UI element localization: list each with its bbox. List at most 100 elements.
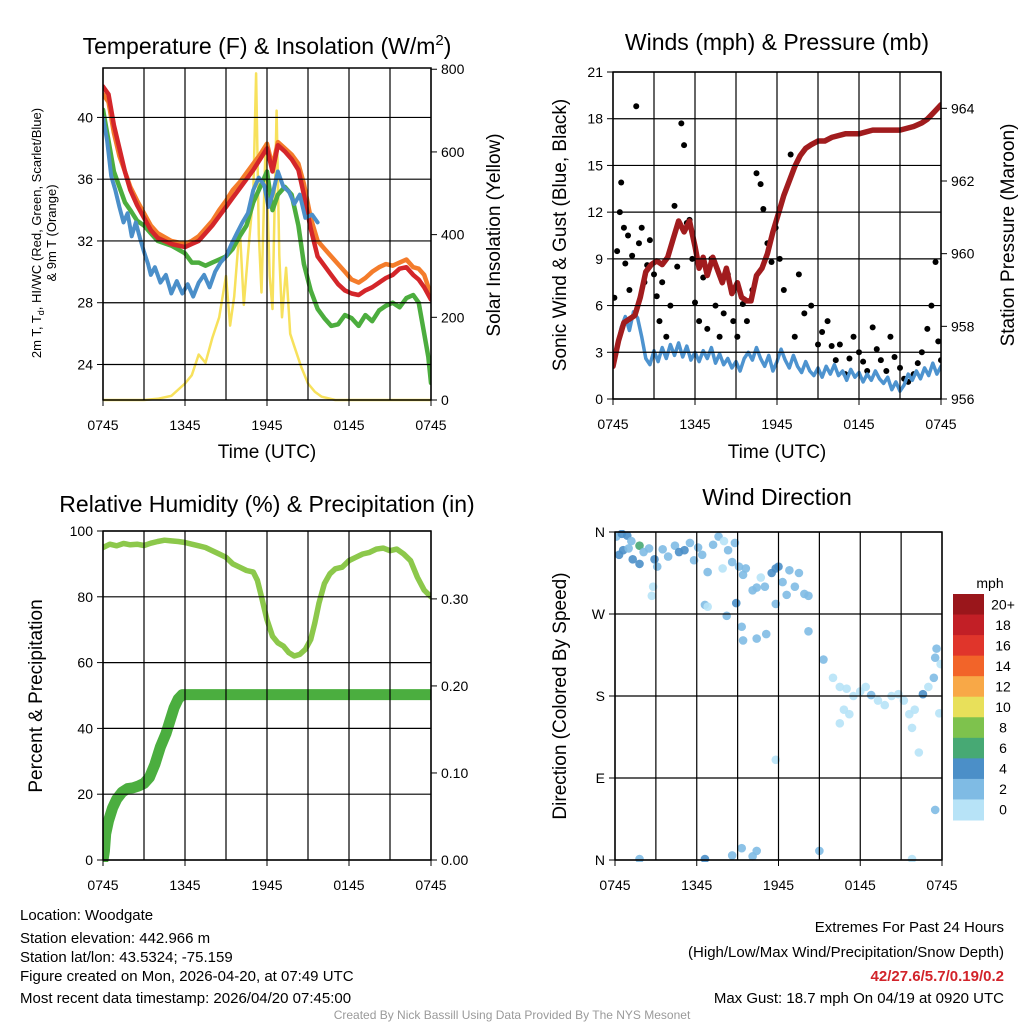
direction-y-tick-label: E <box>596 770 605 786</box>
wind-direction-point <box>752 846 761 856</box>
wind-gust-point <box>633 103 640 110</box>
credit-line: Created By Nick Bassill Using Data Provi… <box>334 1008 691 1022</box>
wind-gust-point <box>716 333 723 340</box>
wind-gust-point <box>832 357 839 364</box>
wind-gust-point <box>869 324 876 331</box>
wind-direction-point <box>680 545 689 555</box>
wind-direction-point <box>718 564 727 573</box>
wind-gust-point <box>696 318 703 325</box>
wind-direction-point <box>727 557 737 567</box>
winds-data <box>613 101 941 393</box>
winds-y-tick-label: 12 <box>587 204 603 220</box>
temperature-chart-title: Temperature (F) & Insolation (W/m2) <box>83 32 452 59</box>
humidity-y2-tick-label: 0.00 <box>441 852 468 868</box>
wind-gust-point <box>860 358 867 365</box>
wind-gust-point <box>787 151 794 158</box>
temperature-y2-tick-label: 600 <box>441 144 465 160</box>
humidity-y2-tick-label: 0.30 <box>441 591 468 607</box>
direction-y-axis-label: Direction (Colored By Speed) <box>550 572 571 819</box>
humidity-x-tick-label: 0745 <box>87 877 118 893</box>
wind-direction-point <box>624 544 633 553</box>
wind-direction-point <box>627 536 636 546</box>
temperature-y2-tick-label: 0 <box>441 392 449 408</box>
colorbar-swatch <box>953 778 984 800</box>
colorbar-label: 0 <box>999 802 1007 818</box>
wind-gust-point <box>620 224 627 231</box>
wind-direction-point <box>804 591 813 601</box>
wind-direction-point <box>778 577 787 587</box>
winds-y-tick-label: 18 <box>587 111 603 127</box>
wind-gust-point <box>757 181 764 188</box>
wind-gust-point <box>877 357 884 364</box>
temperature-y-tick-label: 36 <box>77 171 93 187</box>
wind-direction-point <box>663 552 673 561</box>
winds-y-tick-label: 3 <box>595 344 603 360</box>
colorbar-label: 12 <box>995 678 1011 694</box>
colorbar-swatch <box>953 717 984 739</box>
wind-gust-point <box>653 293 660 300</box>
wind-direction-point <box>722 611 732 621</box>
recent-data-timestamp: Most recent data timestamp: 2026/04/20 0… <box>20 990 351 1007</box>
wind-gust-point <box>850 333 857 340</box>
wind-direction-point <box>708 540 718 550</box>
humidity-y-tick-label: 40 <box>77 720 93 736</box>
winds-y-tick-label: 6 <box>595 298 603 314</box>
wind-gust-point <box>704 325 711 332</box>
wind-gust-point <box>734 333 741 340</box>
colorbar-title: mph <box>976 575 1003 591</box>
temperature-x-axis-label: Time (UTC) <box>218 442 317 463</box>
wind-direction-point <box>835 719 845 728</box>
extremes-values: 42/27.6/5.7/0.19/0.2 <box>871 968 1004 985</box>
wind-gust-point <box>720 310 727 317</box>
winds-y2-axis-label: Station Pressure (Maroon) <box>998 124 1019 347</box>
direction-y-tick-label: W <box>592 606 606 622</box>
station-latlon: Station lat/lon: 43.5324; -75.159 <box>20 949 233 966</box>
colorbar-swatch <box>953 614 984 636</box>
wind-gust-point <box>760 206 767 213</box>
wind-direction-point <box>930 805 940 815</box>
winds-y-axis-label: Sonic Wind & Gust (Blue, Black) <box>550 99 571 371</box>
wind-gust-point <box>622 260 629 267</box>
humidity-x-tick-label: 1945 <box>251 877 282 893</box>
winds-y2-tick-label: 958 <box>951 318 975 334</box>
wind-gust-point <box>678 120 685 127</box>
wind-direction-point <box>924 682 933 692</box>
wind-gust-point <box>635 240 642 247</box>
wind-gust-point <box>883 367 890 374</box>
winds-chart-title: Winds (mph) & Pressure (mb) <box>625 29 929 55</box>
winds-x-axis-label: Time (UTC) <box>728 442 827 463</box>
station-elevation: Station elevation: 442.966 m <box>20 930 210 947</box>
wind-direction-point <box>693 543 703 552</box>
wind-gust-point <box>780 287 787 293</box>
wind-gust-point <box>638 224 645 231</box>
wind-direction-point <box>918 689 928 699</box>
temperature-y-tick-label: 28 <box>77 295 93 311</box>
winds-x-tick-label: 1945 <box>761 416 792 432</box>
wind-direction-point <box>761 629 771 639</box>
wind-direction-point <box>845 709 854 719</box>
direction-y-tick-label: S <box>596 688 605 704</box>
wind-direction-point <box>929 673 939 683</box>
humidity-y-tick-label: 80 <box>77 589 93 605</box>
wind-gust-point <box>613 294 618 301</box>
wind-direction-point <box>782 590 791 600</box>
wind-direction-point <box>697 550 707 560</box>
humidity-y-tick-label: 60 <box>77 655 93 671</box>
wind-gust-point <box>646 237 653 244</box>
temperature-x-tick-label: 0145 <box>333 417 364 433</box>
wind-direction-point <box>644 544 654 553</box>
wind-direction-point <box>934 709 942 718</box>
wind-gust-point <box>768 258 775 265</box>
winds-x-tick-label: 0745 <box>925 416 956 432</box>
wind-gust-point <box>819 329 826 336</box>
2m-t-line <box>103 84 431 302</box>
temperature-y-tick-label: 32 <box>77 233 93 249</box>
wind-gust-point <box>674 263 681 270</box>
colorbar-swatch <box>953 655 984 677</box>
wind-gust-point <box>846 355 853 362</box>
wind-gust-point <box>887 333 894 340</box>
wind-direction-point <box>756 573 766 582</box>
wind-gust-point <box>791 333 798 340</box>
direction-x-tick-label: 1945 <box>763 877 794 893</box>
